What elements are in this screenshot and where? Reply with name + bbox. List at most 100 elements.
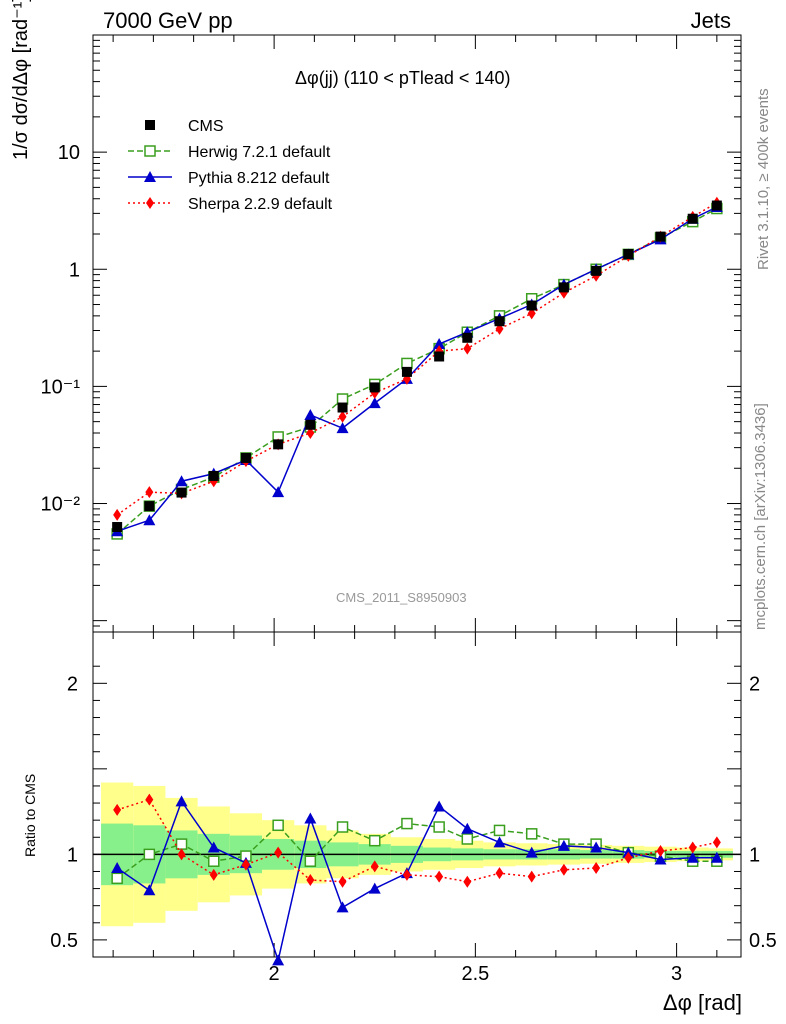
ratio-data-point: [111, 862, 124, 874]
main-data-point: [494, 316, 505, 327]
ratio-y-tick-label-right: 0.5: [749, 930, 777, 952]
ratio-y-tick-label-right: 2: [749, 673, 760, 695]
ratio-data-point: [111, 872, 123, 885]
main-data-point: [113, 508, 122, 521]
ratio-data-point: [495, 867, 504, 880]
main-data-point: [144, 501, 155, 512]
main-data-point: [208, 470, 219, 481]
ratio-data-point: [113, 803, 122, 816]
ratio-y-tick-label-right: 1: [749, 844, 760, 866]
ratio-data-point: [559, 863, 568, 876]
main-ylabel: 1/σ dσ/dΔφ [rad⁻¹]: [10, 0, 32, 160]
legend-label: Sherpa 2.2.9 default: [188, 196, 333, 213]
energy-label: 7000 GeV pp: [103, 8, 233, 33]
main-data-point: [462, 332, 473, 343]
ratio-data-point: [336, 821, 349, 833]
ratio-data-point: [368, 882, 381, 894]
main-data-point: [338, 410, 347, 423]
ratio-y-tick-label: 1: [67, 844, 78, 866]
y-tick-label: 10⁻¹: [41, 376, 81, 398]
main-series-line: [116, 202, 718, 516]
main-data-point: [434, 351, 445, 362]
main-data-point: [240, 452, 251, 463]
legend-label: CMS: [188, 118, 224, 135]
ratio-data-point: [712, 836, 721, 849]
ratio-data-point: [525, 846, 538, 858]
x-tick-label: 2.5: [461, 963, 489, 985]
ratio-data-point: [209, 868, 218, 881]
main-data-point: [368, 397, 381, 409]
main-data-point: [623, 248, 634, 259]
main-data-point: [687, 213, 698, 224]
ratio-data-point: [463, 875, 472, 888]
main-data-point: [176, 487, 187, 498]
x-tick-label: 2: [269, 963, 280, 985]
ratio-data-point: [527, 870, 536, 883]
ratio-data-point: [177, 848, 186, 861]
main-data-point: [711, 200, 722, 211]
ratio-y-tick-label: 2: [67, 673, 78, 695]
ratio-series-line: [116, 798, 718, 883]
main-data-point: [305, 419, 316, 430]
ratio-data-point: [435, 870, 444, 883]
ratio-data-point: [207, 841, 220, 853]
main-data-point: [369, 382, 380, 393]
rivet-text: Rivet 3.1.10, ≥ 400k events: [755, 88, 772, 270]
main-data-point: [433, 338, 446, 350]
y-tick-label: 1: [69, 259, 80, 281]
ratio-data-point: [272, 819, 284, 832]
ratio-data-point: [241, 858, 250, 871]
mcplots-text: mcplots.cern.ch [arXiv:1306.3436]: [752, 403, 769, 630]
legend-marker: [145, 120, 155, 130]
ratio-data-point: [710, 851, 723, 863]
ratio-data-point: [401, 817, 413, 830]
main-data-point: [655, 231, 666, 242]
y-tick-label: 10⁻²: [41, 494, 81, 516]
main-data-point: [306, 427, 315, 439]
main-data-point: [112, 522, 123, 533]
ratio-data-point: [145, 793, 154, 806]
main-data-point: [145, 486, 154, 499]
ratio-data-point: [207, 855, 220, 867]
ratio-data-point: [304, 812, 317, 824]
main-data-point: [463, 342, 472, 355]
x-axis-label: Δφ [rad]: [662, 990, 742, 1015]
main-series-line: [116, 206, 718, 532]
ratio-data-point: [433, 800, 446, 812]
ratio-data-point: [461, 833, 474, 845]
legend-marker: [144, 171, 156, 182]
main-data-point: [336, 422, 349, 434]
ratio-data-point: [686, 851, 699, 863]
ratio-data-point: [304, 855, 317, 867]
ratio-data-point: [656, 844, 665, 857]
ratio-data-point: [688, 841, 697, 854]
ratio-data-point: [433, 821, 445, 833]
ratio-data-point: [175, 838, 188, 850]
ratio-data-point: [624, 851, 633, 864]
main-data-point: [175, 475, 188, 487]
ratio-data-point: [368, 834, 381, 847]
ratio-data-point: [143, 884, 156, 896]
ratio-data-point: [336, 901, 349, 913]
legend-marker: [144, 145, 156, 157]
legend-marker: [146, 197, 154, 209]
ratio-data-point: [306, 874, 315, 887]
main-data-point: [591, 265, 602, 276]
ratio-data-point: [272, 954, 285, 966]
ratio-data-point: [338, 875, 347, 888]
ratio-data-point: [557, 839, 570, 851]
main-data-point: [401, 366, 412, 377]
ratio-data-point: [143, 848, 156, 861]
main-data-point: [337, 402, 348, 413]
ratio-data-point: [493, 836, 506, 848]
main-data-point: [273, 439, 284, 450]
ratio-data-point: [525, 828, 538, 840]
main-data-point: [304, 408, 317, 420]
main-data-point: [272, 486, 285, 498]
x-tick-label: 3: [671, 963, 682, 985]
ratio-ylabel: Ratio to CMS: [22, 773, 38, 857]
process-label: Jets: [690, 8, 731, 33]
legend-label: Herwig 7.2.1 default: [188, 144, 331, 161]
ratio-data-point: [590, 841, 603, 853]
ratio-plot-frame: [92, 631, 742, 958]
